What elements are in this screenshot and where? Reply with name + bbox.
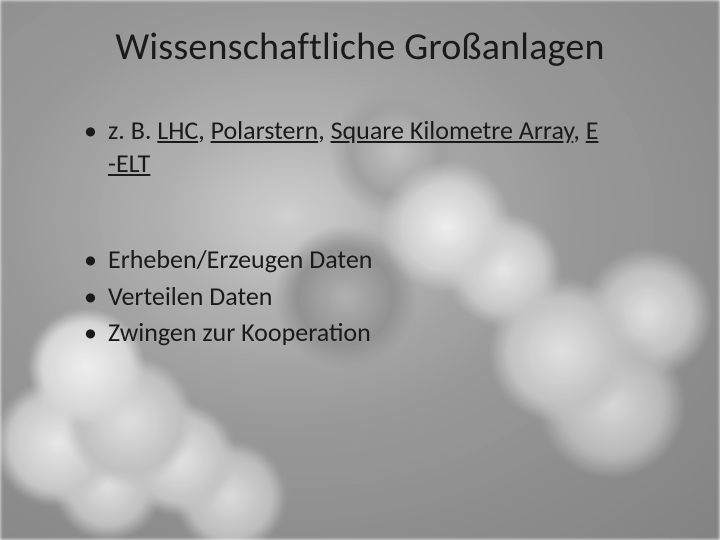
link-polarstern[interactable]: Polarstern [211,114,319,146]
bullet-erheben: Erheben/Erzeugen Daten [84,243,664,276]
slide-title: Wissenschaftliche Großanlagen [56,24,664,70]
bullet-verteilen: Verteilen Daten [84,280,664,313]
sep: , [573,114,585,146]
bullet-zwingen: Zwingen zur Kooperation [84,316,664,349]
slide-content: Wissenschaftliche Großanlagen z. B. LHC,… [0,0,720,540]
examples-prefix: z. B. [108,114,157,146]
link-eelt-part1[interactable]: E [586,114,599,146]
bullet-group-examples: z. B. LHC, Polarstern, Square Kilometre … [56,114,664,179]
link-ska[interactable]: Square Kilometre Array [331,114,574,146]
bullet-examples: z. B. LHC, Polarstern, Square Kilometre … [84,114,664,179]
bullet-group-points: Erheben/Erzeugen Daten Verteilen Daten Z… [56,243,664,349]
link-lhc[interactable]: LHC [157,114,198,146]
link-eelt-part2[interactable]: -ELT [108,147,150,179]
sep: , [318,114,330,146]
sep: , [198,114,210,146]
